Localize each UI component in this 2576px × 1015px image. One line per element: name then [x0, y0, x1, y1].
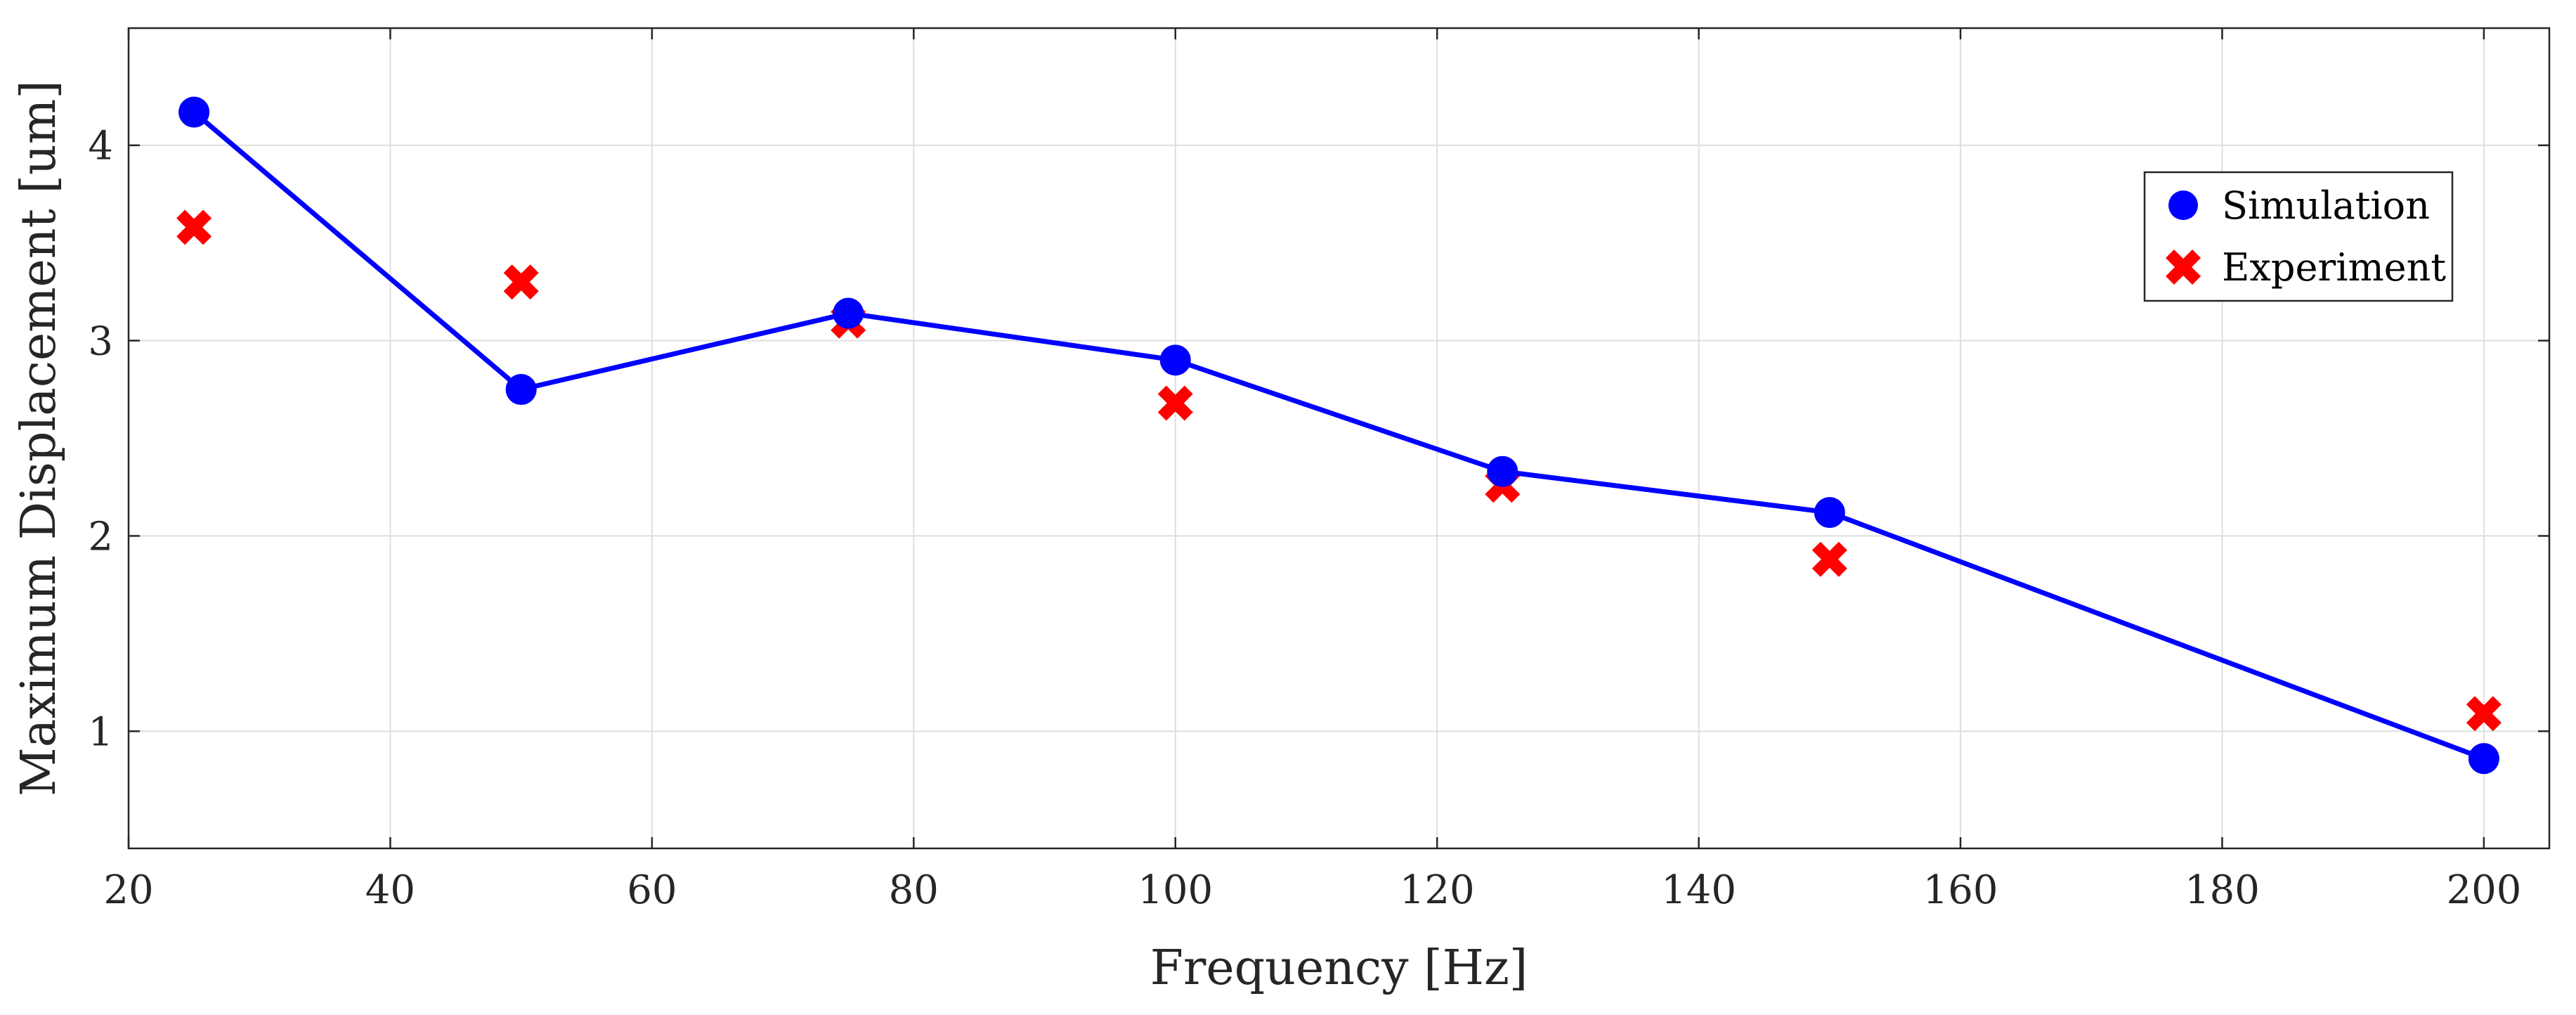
x-tick-label: 20 — [103, 867, 153, 913]
data-point — [503, 264, 539, 300]
grid — [128, 28, 2549, 848]
data-point — [178, 96, 210, 128]
data-point — [1159, 344, 1191, 376]
marker-stroke-b — [1157, 385, 1193, 421]
x-tick-label: 60 — [627, 867, 677, 913]
marker-stroke-b — [176, 209, 212, 245]
y-tick-label: 4 — [88, 124, 113, 169]
data-point — [1814, 497, 1845, 529]
x-tick-label: 160 — [1923, 867, 1998, 913]
y-tick-label: 3 — [88, 319, 113, 365]
data-point — [1157, 385, 1193, 421]
x-tick-label: 100 — [1138, 867, 1213, 913]
data-point — [1487, 455, 1518, 487]
series-layer — [176, 96, 2502, 775]
data-point — [1811, 541, 1847, 577]
legend-label-simulation: Simulation — [2222, 183, 2430, 228]
x-tick-label: 140 — [1661, 867, 1736, 913]
ticks: 20 40 60 80 100 120 140 160 180 200 1 2 3 4 — [88, 28, 2549, 913]
data-point — [176, 209, 212, 245]
x-tick-label: 40 — [365, 867, 415, 913]
y-tick-label: 1 — [88, 709, 113, 755]
data-point — [2468, 743, 2499, 775]
legend-label-experiment: Experiment — [2222, 245, 2446, 290]
plot-frame — [127, 27, 2551, 850]
series-simulation — [178, 96, 2499, 775]
x-tick-label: 200 — [2446, 867, 2521, 913]
data-point — [505, 374, 537, 406]
data-point — [2466, 696, 2502, 732]
x-tick-label: 80 — [889, 867, 939, 913]
data-point — [833, 297, 864, 329]
y-tick-label: 2 — [88, 514, 113, 560]
x-tick-label: 120 — [1400, 867, 1475, 913]
x-axis-label: Frequency [Hz] — [1150, 940, 1528, 996]
marker-stroke-b — [2165, 249, 2201, 285]
legend-marker-simulation — [2168, 190, 2198, 220]
x-tick-label: 180 — [2185, 867, 2260, 913]
marker-stroke-b — [503, 264, 539, 300]
y-axis-label: Maximum Displacement [um] — [11, 80, 67, 796]
legend-marker-experiment — [2165, 249, 2201, 285]
marker-stroke-b — [1811, 541, 1847, 577]
marker-stroke-b — [2466, 696, 2502, 732]
legend: Simulation Experiment — [2143, 171, 2454, 302]
